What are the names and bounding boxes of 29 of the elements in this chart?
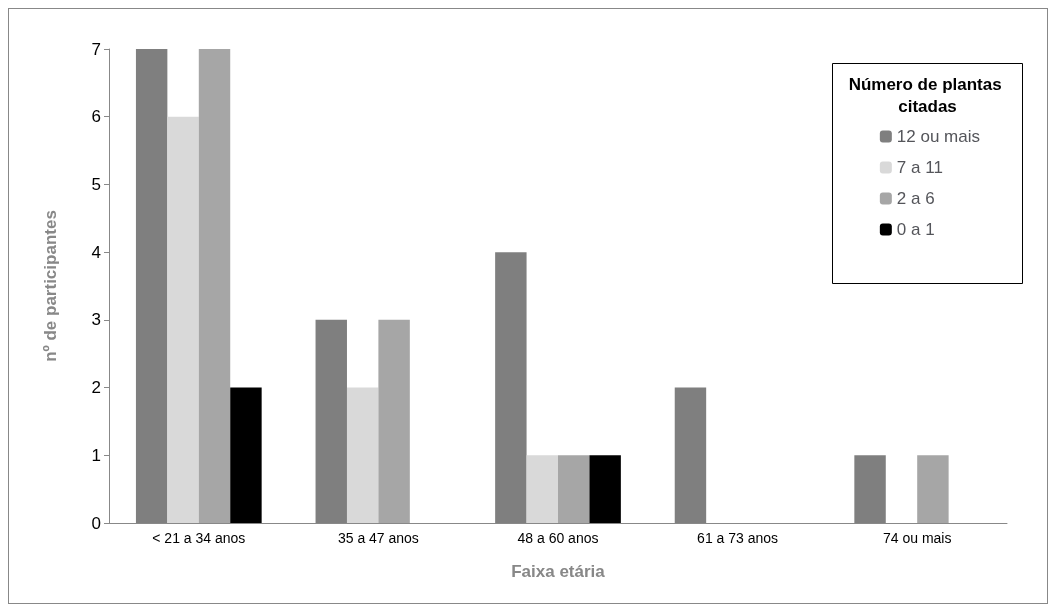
bar <box>917 455 949 523</box>
y-tick-label: 1 <box>91 445 101 465</box>
y-tick-label: 2 <box>91 378 101 398</box>
bar <box>589 455 621 523</box>
legend-label: 0 a 1 <box>896 220 935 239</box>
bar <box>230 387 262 523</box>
y-tick-label: 5 <box>91 174 101 194</box>
x-tick-label: 35 a 47 anos <box>337 530 419 546</box>
y-tick-label: 3 <box>91 310 101 330</box>
bar <box>167 116 199 523</box>
y-tick-label: 7 <box>91 39 101 59</box>
x-tick-label: 61 a 73 anos <box>697 530 779 546</box>
bar <box>526 455 558 523</box>
legend-label: 12 ou mais <box>896 127 981 146</box>
y-axis-title: nº de participantes <box>41 210 60 362</box>
bar <box>198 49 231 523</box>
x-tick-label: 74 ou mais <box>882 530 952 546</box>
x-axis-title: Faixa etária <box>511 562 606 581</box>
y-tick-label: 0 <box>91 513 101 533</box>
bar <box>346 387 379 523</box>
x-tick-label: < 21 a 34 anos <box>152 530 246 546</box>
x-tick-label: 48 a 60 anos <box>517 530 599 546</box>
legend-title: Número de plantas citadas <box>848 75 1007 116</box>
y-tick-label: 6 <box>91 107 101 127</box>
bar <box>558 455 590 523</box>
legend-label: 7 a 11 <box>896 158 943 177</box>
y-tick-label: 4 <box>91 242 101 262</box>
bar <box>378 319 410 523</box>
legend-label: 2 a 6 <box>896 189 935 208</box>
